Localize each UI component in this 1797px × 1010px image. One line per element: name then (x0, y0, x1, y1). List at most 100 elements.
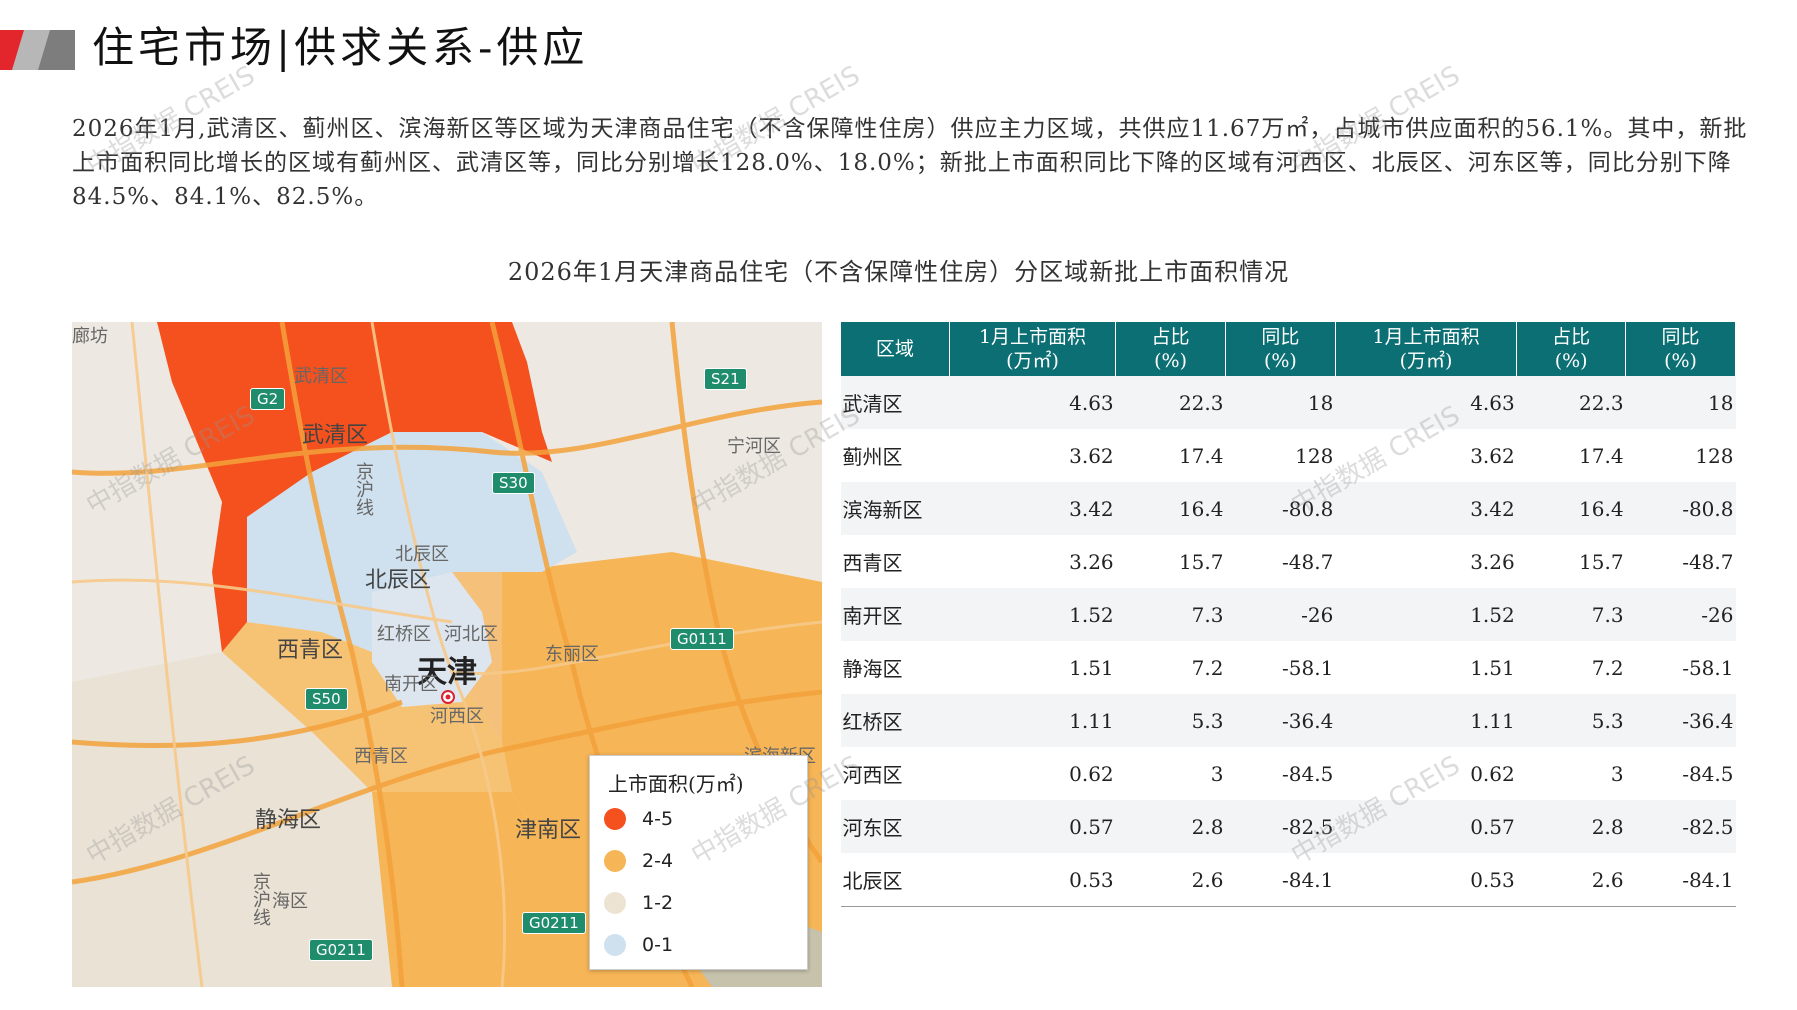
table-cell: 西青区 (842, 551, 903, 575)
table-cell: 2.6 (1516, 853, 1626, 907)
table-cell: 红桥区 (840, 694, 950, 747)
header-cell: 1月上市面积 (万㎡) (1334, 322, 1518, 376)
table-cell: -80.8 (1625, 482, 1736, 535)
table-cell: 0.62 (1470, 761, 1515, 786)
table-cell: 17.4 (1579, 443, 1624, 468)
table-cell: 0.53 (949, 853, 1116, 907)
table-cell: 7.2 (1191, 655, 1224, 680)
table-cell: 0.62 (1069, 761, 1114, 786)
map-label-langfang: 廊坊 (72, 326, 108, 347)
legend-item: 1-2 (604, 888, 673, 918)
map-label-jinghai: 静海区 (255, 808, 322, 833)
table-cell: 17.4 (1178, 443, 1224, 468)
table-cell: -82.5 (1625, 800, 1736, 853)
table-row: 南开区 1.52 7.3 -26 1.52 7.3 -26 (840, 588, 1736, 641)
table-cell: 北辰区 (840, 853, 950, 907)
map-label-ninghe: 宁河区 (727, 436, 781, 457)
legend-label: 1-2 (642, 892, 674, 914)
table-cell: 3.26 (1470, 549, 1515, 574)
legend-item: 0-1 (604, 930, 673, 960)
legend-label: 4-5 (642, 808, 674, 830)
table-cell: -84.5 (1682, 761, 1734, 786)
legend-item: 2-4 (604, 846, 673, 876)
table-cell: -48.7 (1682, 549, 1734, 574)
table-cell: 5.3 (1115, 694, 1226, 747)
region-jinghai (72, 652, 392, 987)
table-cell: 2.8 (1516, 800, 1626, 853)
table-cell: 7.2 (1591, 655, 1624, 680)
table-row: 河西区 0.62 3 -84.5 0.62 3 -84.5 (841, 747, 1736, 800)
table-cell: 7.3 (1516, 588, 1626, 641)
table-cell: 4.63 (1335, 376, 1517, 429)
header-cell: 占比 (%) (1516, 322, 1627, 376)
table-cell: 128 (1295, 443, 1334, 468)
table-row: 红桥区 1.11 5.3 -36.4 1.11 5.3 -36.4 (840, 694, 1736, 747)
district-map: 廊坊 武清区 武清区 北辰区 北辰区 红桥区 河北区 西青区 天津 南开区 河西… (72, 322, 822, 987)
table-cell: 1.51 (1069, 655, 1114, 680)
table-cell: -26 (1625, 588, 1736, 641)
map-label-wuqing: 武清区 (302, 423, 369, 448)
table-cell: 5.3 (1516, 694, 1626, 747)
table-cell: 3.62 (1069, 443, 1114, 468)
table-cell: 1.51 (1470, 655, 1515, 680)
table-cell: 河西区 (842, 763, 903, 787)
road-badge-g0211-west: G0211 (309, 939, 373, 961)
map-label-tianjin: 天津 (417, 655, 477, 690)
map-label-xiqing: 西青区 (277, 638, 344, 663)
table-header-row: 区域 1月上市面积 (万㎡) 占比 (%) 同比 (%) 1月上市面积 (万㎡)… (840, 322, 1736, 376)
table-cell: 0.57 (1335, 800, 1517, 853)
table-cell: 22.3 (1115, 376, 1226, 429)
supply-table: 区域 1月上市面积 (万㎡) 占比 (%) 同比 (%) 1月上市面积 (万㎡)… (840, 322, 1736, 907)
table-cell: 2.6 (1115, 853, 1226, 907)
table-cell: 3 (1210, 761, 1224, 786)
table-cell: 3.26 (1069, 549, 1114, 574)
table-cell: 16.4 (1115, 482, 1226, 535)
table-cell: -36.4 (1625, 694, 1736, 747)
legend-item: 4-5 (604, 804, 673, 834)
map-label-xiqing-small: 西青区 (354, 746, 408, 767)
table-cell: -58.1 (1282, 655, 1334, 680)
map-label-dongli: 东丽区 (545, 644, 599, 665)
table-cell: -84.1 (1225, 853, 1336, 907)
table-cell: 2.8 (1115, 800, 1226, 853)
table-cell: 7.3 (1115, 588, 1226, 641)
header-cell: 同比 (%) (1625, 322, 1736, 376)
table-row: 河东区 0.57 2.8 -82.5 0.57 2.8 -82.5 (840, 800, 1736, 853)
table-cell: 武清区 (840, 376, 950, 429)
table-cell: 0.53 (1335, 853, 1517, 907)
map-label-jinnan: 津南区 (515, 818, 582, 843)
table-cell: 3 (1610, 761, 1624, 786)
corner-logo (0, 30, 75, 70)
page-title: 住宅市场|供求关系-供应 (92, 23, 589, 72)
table-cell: 1.52 (1335, 588, 1517, 641)
table-row: 北辰区 0.53 2.6 -84.1 0.53 2.6 -84.1 (840, 853, 1736, 907)
table-cell: -26 (1225, 588, 1336, 641)
road-badge-s21: S21 (704, 368, 747, 390)
header-cell: 占比 (%) (1115, 322, 1226, 376)
table-row: 西青区 3.26 15.7 -48.7 3.26 15.7 -48.7 (841, 535, 1736, 588)
table-cell: 15.7 (1178, 549, 1224, 574)
map-label-beichen: 北辰区 (365, 568, 432, 593)
table-cell: 1.11 (949, 694, 1116, 747)
table-cell: 河东区 (840, 800, 950, 853)
road-badge-g0211-east: G0211 (522, 912, 586, 934)
map-label-beichen-small: 北辰区 (395, 544, 449, 565)
map-label-wuqing-small: 武清区 (294, 366, 348, 387)
road-badge-s50: S50 (305, 688, 348, 710)
map-label-jinghu: 京沪线 (250, 872, 271, 926)
table-cell: 128 (1695, 443, 1734, 468)
table-cell: 3.62 (1470, 443, 1515, 468)
legend-label: 2-4 (642, 850, 674, 872)
table-cell: 15.7 (1579, 549, 1624, 574)
table-cell: 4.63 (949, 376, 1116, 429)
table-cell: 18 (1225, 376, 1336, 429)
table-row: 武清区 4.63 22.3 18 4.63 22.3 18 (840, 376, 1736, 429)
table-cell: -80.8 (1225, 482, 1336, 535)
table-cell: 3.42 (1335, 482, 1517, 535)
table-cell: 1.11 (1335, 694, 1517, 747)
table-cell: -84.5 (1282, 761, 1334, 786)
map-label-beijing-hu: 京沪线 (353, 462, 374, 516)
header-cell: 1月上市面积 (万㎡) (948, 322, 1117, 376)
map-label-hexi: 河西区 (430, 706, 484, 727)
table-cell: 1.52 (949, 588, 1116, 641)
